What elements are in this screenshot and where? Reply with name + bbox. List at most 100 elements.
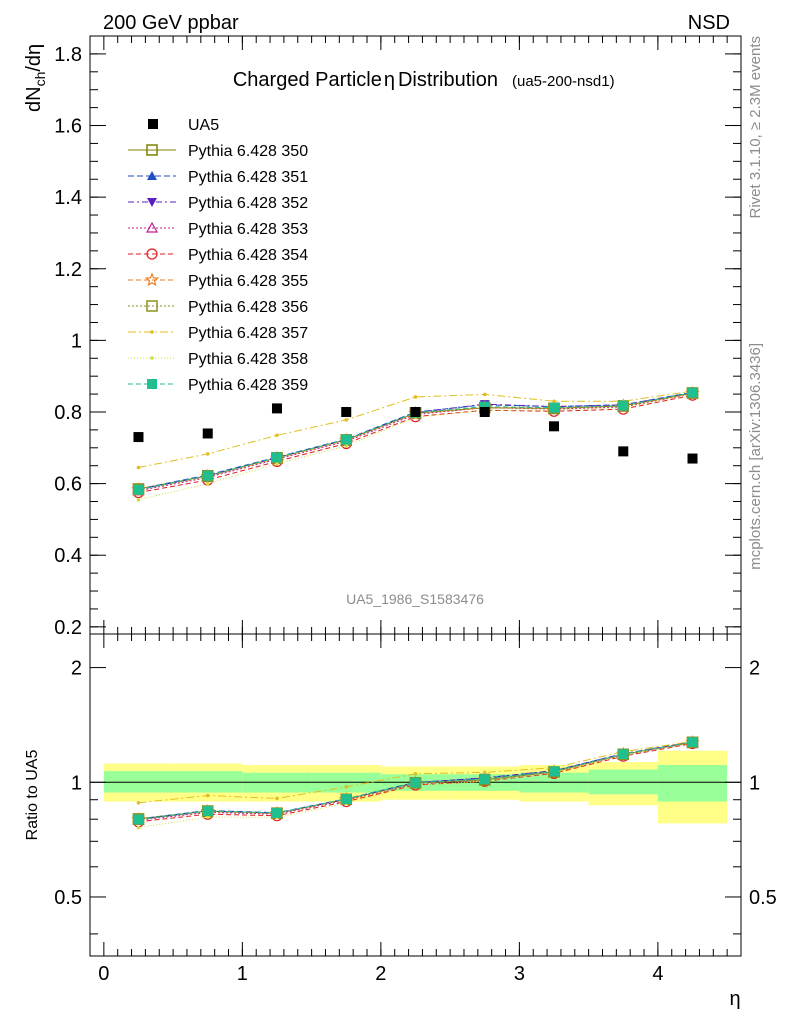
ratio-y-tick-label: 1 [71,772,82,794]
series-line-9 [138,393,693,501]
ratio-8-point [482,770,487,775]
ratio-10-point [202,806,213,817]
data-point [618,446,629,457]
legend-marker [146,144,158,156]
y-tick-label: 0.8 [54,402,82,424]
ratio-y-tick-label: 0.5 [54,887,82,909]
y-tick-label: 0.6 [54,474,82,496]
x-tick-label: 4 [652,963,663,985]
legend-label: Pythia 6.428 351 [188,169,308,186]
ratio-8-point [344,785,349,789]
ratio-10-point [341,794,352,805]
ratio-9-point [136,825,141,830]
mcplots-label: mcplots.cern.ch [arXiv:1306.3436] [747,343,764,570]
legend-label: Pythia 6.428 356 [188,299,308,316]
data-point [133,432,144,443]
ratio-10-point [618,749,629,760]
ratio-8-point [275,796,279,801]
ratio-10-point [410,777,421,788]
ratio-8-point [136,800,141,805]
ratio-10-point [479,774,490,785]
series-8-point [413,395,418,399]
legend-label: Pythia 6.428 354 [188,247,308,264]
series-10-point [479,401,490,412]
legend-label: Pythia 6.428 352 [188,195,308,212]
legend-marker [147,198,157,207]
series-8-point [552,399,556,404]
legend-marker [150,356,154,360]
ratio-10-point [549,766,560,777]
legend-label: Pythia 6.428 355 [188,273,308,290]
rivet-version-label: Rivet 3.1.10, ≥ 2.3M events [747,36,764,219]
ratio-line-9 [138,742,693,829]
chart-title: Charged Particle η Distribution [233,69,498,91]
legend-marker [145,221,159,233]
ratio-frame [89,633,742,957]
series-9-point [136,497,141,502]
series-10-point [133,484,144,495]
legend-label: Pythia 6.428 358 [188,351,308,368]
legend-label: Pythia 6.428 353 [188,221,308,238]
series-8-point [275,433,279,438]
legend-marker [144,272,160,287]
ratio-y-tick-label-right: 2 [749,658,760,680]
ratio-panel-series [131,734,700,830]
ratio-panel-bands [90,750,741,824]
y-tick-label: 1 [71,330,82,352]
series-10-point [341,434,352,445]
y-tick-label: 1.2 [54,259,82,281]
y-axis-label-ratio: Ratio to UA5 [24,750,41,841]
series-8-point [482,392,487,397]
y-axis-label-main: dNch/dη [23,44,48,112]
ratio-10-point [133,814,144,825]
header-process-label: NSD [688,12,730,34]
x-tick-label: 3 [514,963,525,985]
y-tick-label: 1.4 [54,187,82,209]
x-tick-label: 0 [98,963,109,985]
main-panel-series [131,385,700,502]
x-tick-label: 1 [237,963,248,985]
data-point [479,406,490,417]
series-10-point [618,400,629,411]
ratio-y-tick-label-right: 0.5 [749,887,777,909]
legend-label: Pythia 6.428 357 [188,325,308,342]
chart-subtitle: (ua5-200-nsd1) [512,73,615,90]
data-point [549,421,560,432]
legend: UA5 Pythia 6.428 350 Pythia 6.428 351 Pythi… [128,117,308,394]
series-10-point [549,402,560,413]
legend-marker [146,300,158,312]
series-10-point [271,452,282,463]
series-8-point [205,452,210,456]
y-tick-label: 1.6 [54,116,82,138]
legend-marker [150,330,154,334]
ratio-panel-axes: 0.5 0.5 1 1 2 2 0 1 2 3 4 [54,633,777,985]
series-8-point [344,418,349,422]
legend-label: UA5 [188,117,219,134]
x-axis-label: η [729,988,740,1010]
ratio-y-tick-label-right: 1 [749,772,760,794]
header-energy-label: 200 GeV ppbar [103,12,239,34]
data-point [410,406,421,417]
y-tick-label: 0.4 [54,545,82,567]
series-10-point [202,470,213,481]
data-point [341,406,352,417]
legend-label: Pythia 6.428 350 [188,143,308,160]
ratio-8-point [413,772,418,776]
legend-marker [147,171,157,180]
ratio-10-point [271,807,282,818]
legend-marker [148,119,158,129]
series-line-8 [138,390,693,468]
series-line-3 [138,392,693,491]
series-10-point [687,387,698,398]
legend-label: Pythia 6.428 359 [188,377,308,394]
ratio-9-point [205,815,210,819]
legend-marker [146,248,158,260]
data-point [687,453,698,464]
series-9-point [344,444,349,448]
series-line-5 [138,394,693,494]
y-tick-label: 1.8 [54,44,82,66]
series-9-point [205,481,210,486]
uncertainty-band-inner [657,765,728,802]
data-point [271,403,282,414]
